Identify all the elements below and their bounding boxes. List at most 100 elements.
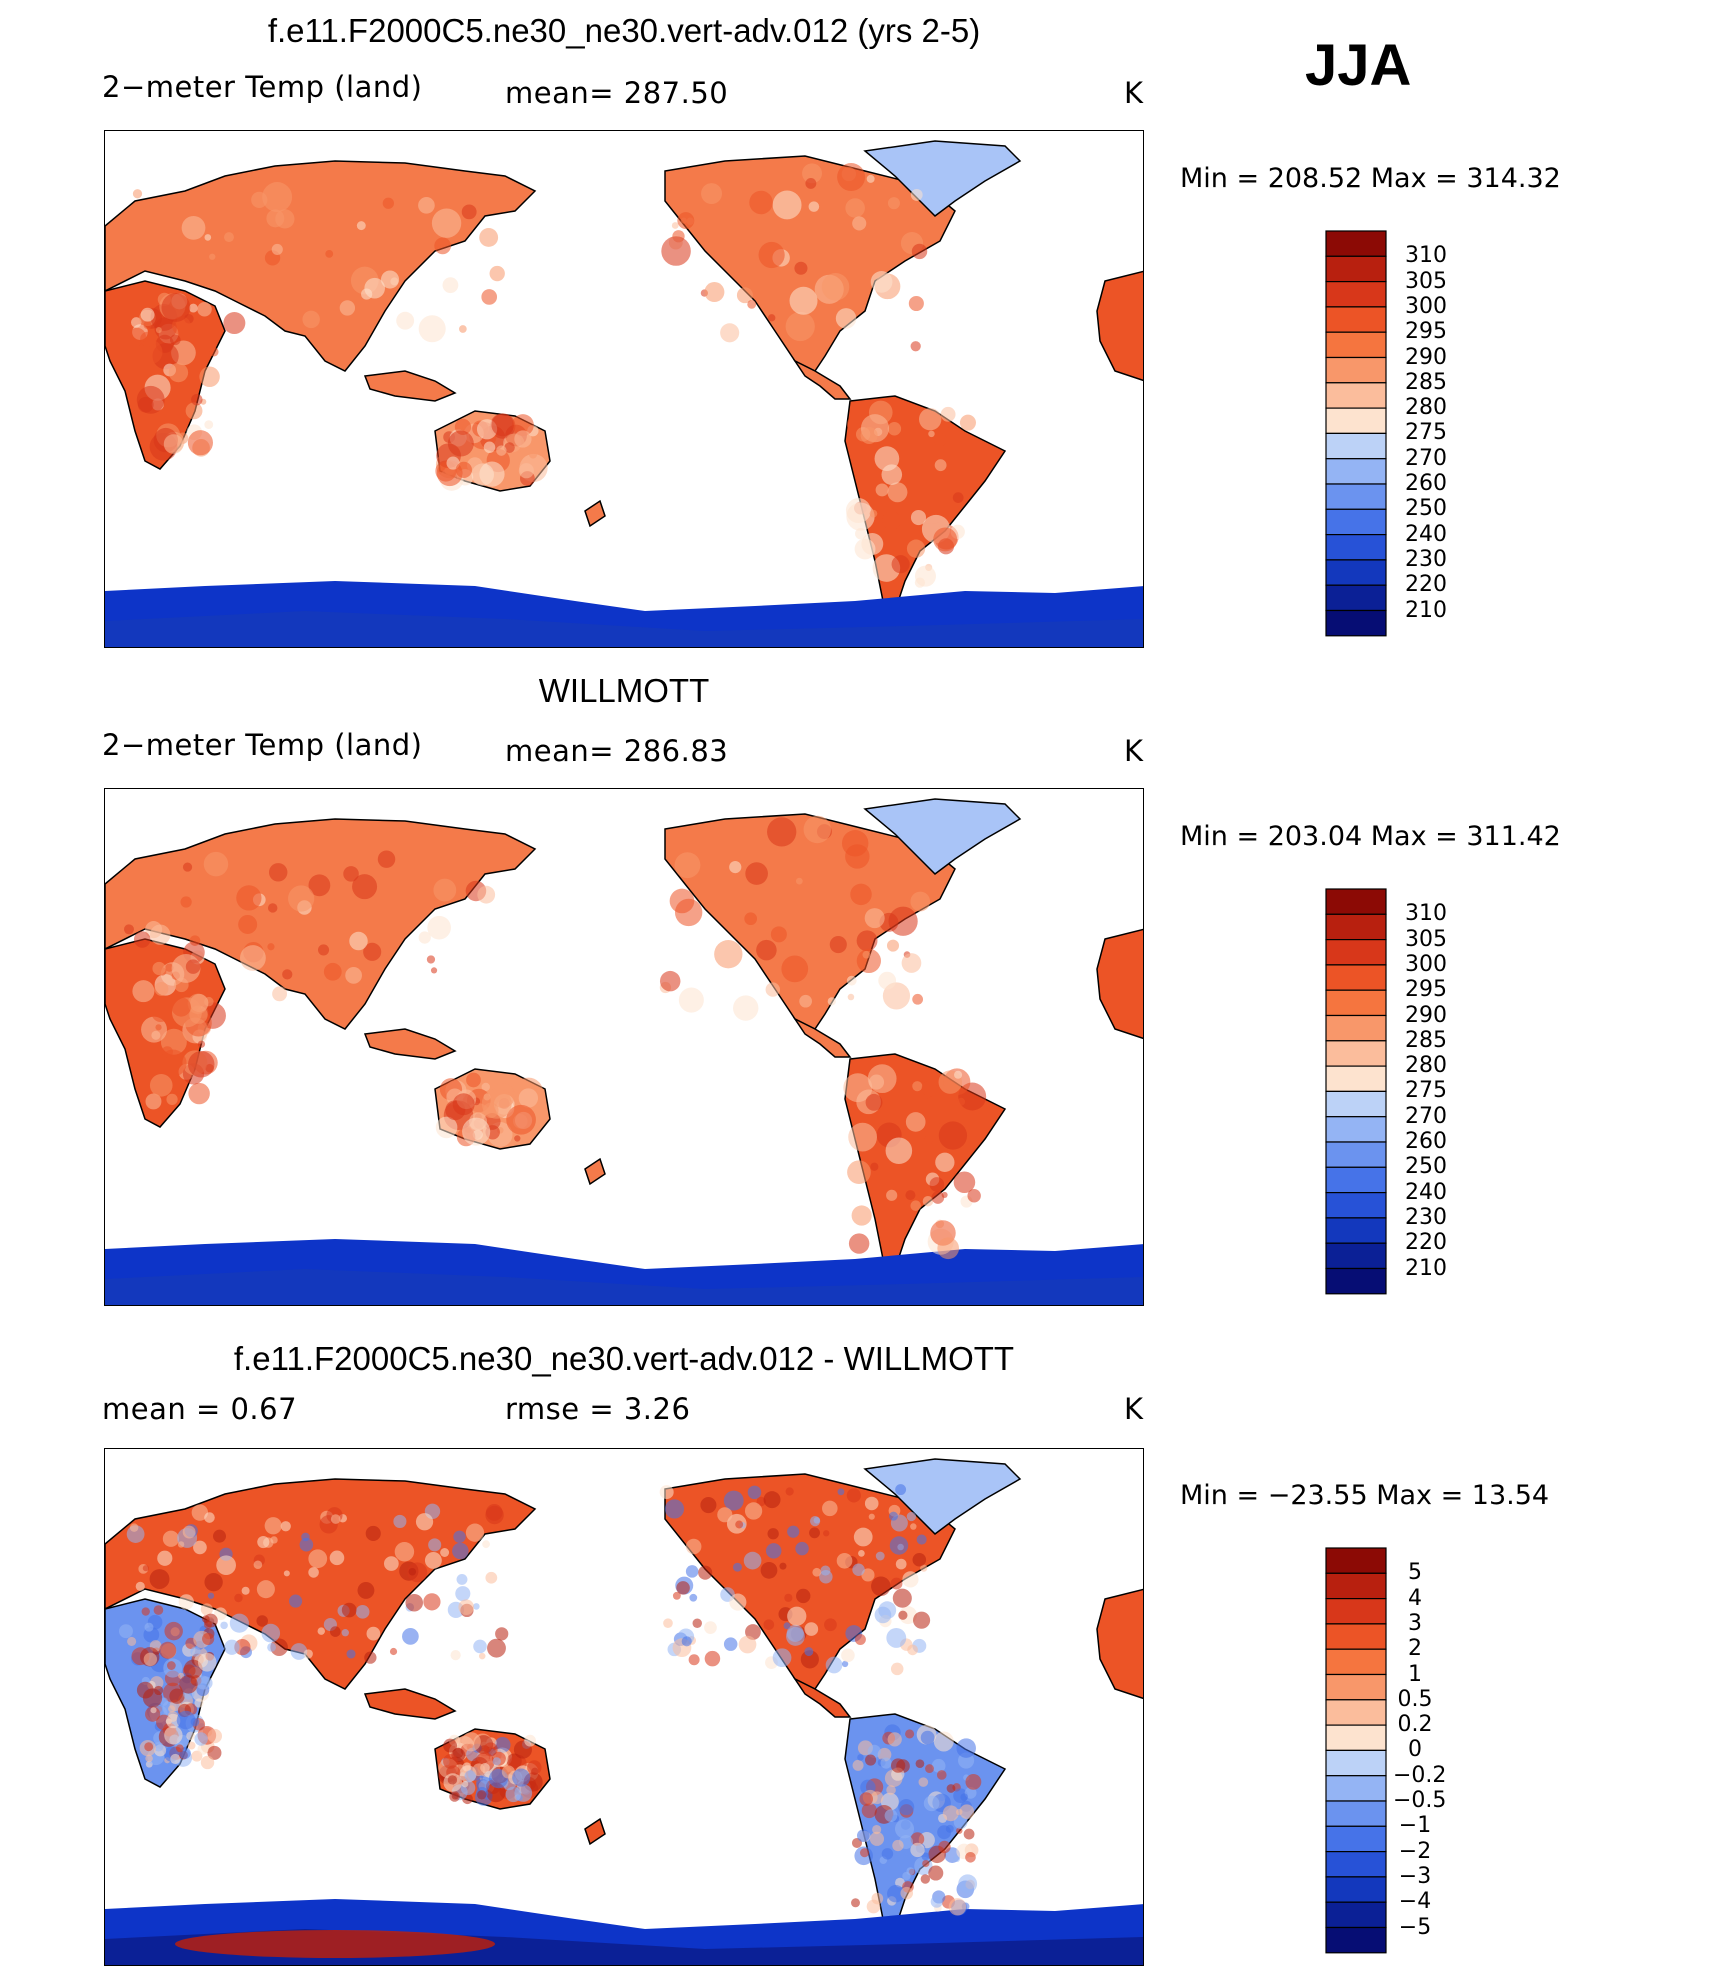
colorbar-tick-label: 1	[1408, 1661, 1422, 1687]
field-texture	[905, 1729, 915, 1739]
landmass-africa-wrap	[1096, 270, 1143, 382]
field-texture	[464, 1770, 476, 1782]
field-texture	[856, 930, 878, 952]
panel-2-map	[104, 788, 1144, 1306]
colorbar-tick-label: 0.2	[1397, 1712, 1433, 1738]
field-texture	[214, 1607, 227, 1621]
field-texture	[938, 1840, 951, 1854]
field-texture	[802, 163, 822, 184]
field-texture	[892, 1839, 904, 1852]
field-texture	[440, 1548, 450, 1557]
field-texture	[169, 1688, 185, 1704]
colorbar-box	[1325, 1040, 1387, 1067]
field-texture	[884, 1809, 898, 1822]
panel-3-mean-label: mean = 0.67	[102, 1392, 298, 1426]
field-texture	[345, 967, 362, 984]
field-texture	[149, 1074, 173, 1097]
field-texture	[150, 924, 171, 945]
colorbar-tick-label: 280	[1405, 1053, 1447, 1079]
field-texture	[965, 1851, 976, 1863]
field-texture	[201, 1615, 210, 1623]
field-texture	[382, 197, 394, 209]
colorbar-svg	[1325, 1547, 1387, 1954]
field-texture	[442, 277, 459, 294]
field-texture	[129, 1523, 139, 1532]
field-texture	[380, 270, 400, 289]
field-texture	[794, 261, 808, 275]
field-texture	[717, 1507, 733, 1523]
field-texture	[253, 1560, 263, 1570]
panel-3-units: K	[1124, 1392, 1144, 1426]
colorbar-box	[1325, 964, 1387, 991]
field-texture	[275, 209, 295, 229]
field-texture	[482, 1540, 490, 1549]
field-texture	[171, 997, 191, 1017]
field-texture	[890, 1662, 904, 1676]
field-texture	[155, 327, 162, 334]
panel-1-units: K	[1124, 76, 1144, 110]
field-texture	[207, 1728, 223, 1744]
field-texture	[770, 926, 787, 943]
field-texture	[261, 1623, 281, 1643]
panel-1-map	[104, 130, 1144, 648]
field-texture	[823, 1530, 830, 1537]
field-texture	[900, 1886, 914, 1900]
field-texture	[920, 1564, 928, 1572]
field-texture	[393, 1514, 407, 1528]
field-texture	[875, 1551, 885, 1561]
field-texture	[841, 1648, 855, 1663]
field-texture	[957, 1097, 966, 1106]
field-texture	[813, 1517, 821, 1524]
field-texture	[164, 1621, 183, 1641]
field-texture	[829, 936, 847, 954]
field-texture	[786, 1624, 804, 1642]
field-texture	[676, 1581, 690, 1595]
field-texture	[223, 312, 246, 335]
field-texture	[910, 1832, 925, 1846]
field-texture	[681, 1636, 692, 1647]
field-texture	[144, 1742, 154, 1752]
field-texture	[910, 891, 931, 912]
field-texture	[800, 1650, 819, 1669]
field-texture	[804, 1622, 819, 1636]
field-texture	[267, 903, 278, 913]
field-texture	[864, 908, 885, 929]
colorbar-tick-label: 270	[1405, 445, 1447, 471]
field-texture	[166, 1661, 176, 1670]
field-texture	[190, 1646, 201, 1657]
field-texture	[821, 273, 850, 301]
field-texture	[747, 1485, 762, 1500]
field-texture	[845, 198, 865, 218]
colorbar-box	[1325, 458, 1387, 485]
field-texture	[479, 461, 505, 487]
field-texture	[765, 982, 780, 997]
field-texture	[524, 1734, 536, 1747]
colorbar-box	[1325, 1597, 1387, 1625]
field-texture	[518, 1088, 539, 1108]
colorbar-box	[1325, 1192, 1387, 1219]
field-texture	[473, 1639, 487, 1654]
field-texture	[166, 1713, 181, 1729]
field-texture	[203, 851, 229, 877]
colorbar-svg	[1325, 230, 1387, 637]
field-texture	[144, 1622, 154, 1632]
colorbar-tick-label: 285	[1405, 369, 1447, 395]
field-texture	[729, 861, 742, 874]
field-texture	[946, 1784, 956, 1793]
field-texture	[841, 830, 869, 857]
field-texture	[928, 1865, 944, 1881]
field-texture	[851, 1205, 872, 1226]
field-texture	[852, 216, 867, 231]
colorbar-tick-label: −2	[1398, 1838, 1432, 1864]
field-texture	[820, 1565, 831, 1576]
field-texture	[207, 1592, 215, 1599]
field-texture	[677, 212, 695, 230]
field-texture	[458, 1599, 475, 1615]
field-texture	[825, 1656, 843, 1674]
field-texture	[140, 331, 156, 347]
field-texture	[868, 1513, 875, 1520]
field-texture	[462, 1117, 491, 1146]
field-texture	[356, 221, 366, 231]
field-texture	[149, 1569, 170, 1589]
field-texture	[779, 1562, 787, 1570]
